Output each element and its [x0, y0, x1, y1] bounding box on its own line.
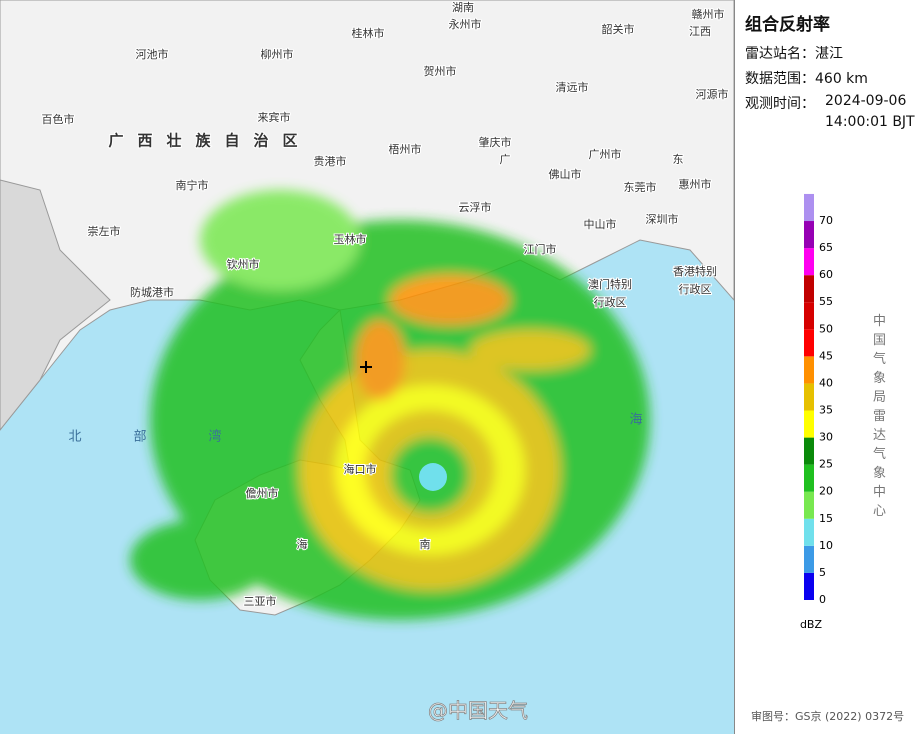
legend-swatch — [804, 248, 814, 276]
place-label: 澳门特别 — [588, 277, 632, 291]
place-label: 赣州市 — [692, 7, 725, 21]
vietnam — [0, 179, 111, 431]
place-label: 东莞市 — [624, 180, 657, 194]
legend-label: 20 — [819, 485, 833, 498]
place-label: 肇庆市 — [479, 135, 512, 149]
place-label: 惠州市 — [679, 177, 712, 191]
legend-swatch — [804, 491, 814, 519]
legend-swatch — [804, 221, 814, 249]
legend-label: 10 — [819, 539, 833, 552]
legend-swatch — [804, 572, 814, 600]
legend-swatch — [804, 356, 814, 384]
place-label: 清远市 — [556, 80, 589, 94]
time: 14:00:01 BJT — [825, 114, 915, 130]
place-label: 三亚市 — [244, 594, 277, 608]
place-label: 广州市 — [589, 147, 622, 161]
approval: 审图号：GS京 (2022) 0372号 — [751, 710, 905, 723]
legend-label: 30 — [819, 431, 833, 444]
typhoon-eye — [419, 463, 447, 491]
legend-label: 0 — [819, 593, 826, 606]
date: 2024-09-06 — [825, 93, 907, 109]
range: 460 km — [815, 71, 868, 87]
info-panel: 组合反射率 雷达站名：湛江 数据范围：460 km 观测时间： 2024-09-… — [734, 0, 924, 734]
legend-swatch — [804, 302, 814, 330]
place-label: 东 — [673, 153, 684, 166]
place-label: 梧州市 — [389, 142, 422, 156]
place-label: 儋州市 — [246, 486, 279, 500]
legend-swatch — [804, 518, 814, 546]
place-label: 江门市 — [524, 242, 557, 256]
place-label: 百色市 — [42, 112, 75, 126]
legend-label: 60 — [819, 268, 833, 281]
legend-swatch — [804, 464, 814, 492]
station-label: 雷达站名： — [745, 46, 815, 62]
place-label: 玉林市 — [334, 232, 367, 246]
legend-label: 55 — [819, 295, 833, 308]
place-label: 海口市 — [344, 462, 377, 476]
place-label: 防城港市 — [130, 285, 174, 299]
place-label: 永州市 — [449, 17, 482, 31]
range-row: 数据范围：460 km — [745, 68, 868, 88]
legend-label: 5 — [819, 566, 826, 579]
place-label: 香港特别 — [673, 264, 717, 278]
station: 湛江 — [815, 46, 843, 62]
legend-swatch — [804, 329, 814, 357]
place-label: 行政区 — [594, 295, 627, 309]
place-label: 海 — [629, 413, 642, 428]
watermark: @中国天气 — [428, 699, 528, 723]
legend-label: 70 — [819, 214, 833, 227]
place-label: 来宾市 — [258, 110, 291, 124]
legend-label: 15 — [819, 512, 833, 525]
panel-title: 组合反射率 — [745, 15, 830, 35]
legend-label: 40 — [819, 376, 833, 389]
radar-site — [360, 361, 372, 373]
legend: dBZ 0 5 10 15 20 25 30 35 40 45 50 55 60 65 70 — [800, 193, 833, 631]
range-label: 数据范围： — [745, 71, 815, 87]
legend-label: 50 — [819, 322, 833, 335]
legend-swatch — [804, 437, 814, 465]
place-label: 佛山市 — [549, 167, 582, 181]
place-label: 河源市 — [696, 87, 729, 101]
place-label: 云浮市 — [459, 200, 492, 214]
legend-swatch — [804, 383, 814, 411]
place-label: 柳州市 — [261, 47, 294, 61]
place-label: 钦州市 — [227, 257, 260, 271]
legend-label: 35 — [819, 404, 833, 417]
station-row: 雷达站名：湛江 — [745, 43, 843, 63]
place-label: 海 — [297, 537, 308, 551]
place-label: 桂林市 — [352, 26, 385, 40]
place-label: 湾 — [208, 429, 221, 445]
place-label: 贺州市 — [424, 64, 457, 78]
place-label: 南宁市 — [176, 178, 209, 192]
place-label: 湖南 — [452, 1, 474, 14]
place-label: 韶关市 — [602, 22, 635, 36]
place-label: 河池市 — [136, 47, 169, 61]
place-label: 中山市 — [584, 217, 617, 231]
source: 中国气象局雷达气象中心 — [873, 314, 887, 519]
legend-label: 65 — [819, 241, 833, 254]
place-label: 南 — [420, 538, 431, 551]
legend-label: 25 — [819, 458, 833, 471]
place-label: 深圳市 — [646, 212, 679, 226]
place-label: 崇左市 — [88, 224, 121, 238]
legend-swatch — [804, 193, 814, 222]
place-label: 行政区 — [679, 282, 712, 296]
place-label: 广 — [500, 153, 511, 166]
legend-swatch — [804, 545, 814, 573]
place-label: 北 — [68, 430, 81, 445]
place-label: 部 — [133, 430, 146, 445]
place-label: 贵港市 — [314, 154, 347, 168]
legend-swatch — [804, 275, 814, 303]
place-label: 广西壮族自治区 — [108, 132, 311, 150]
time-label: 观测时间： — [745, 96, 815, 112]
legend-swatch — [804, 410, 814, 438]
place-label: 江西 — [689, 25, 711, 38]
legend-label: 45 — [819, 349, 833, 362]
legend-unit: dBZ — [800, 618, 823, 631]
